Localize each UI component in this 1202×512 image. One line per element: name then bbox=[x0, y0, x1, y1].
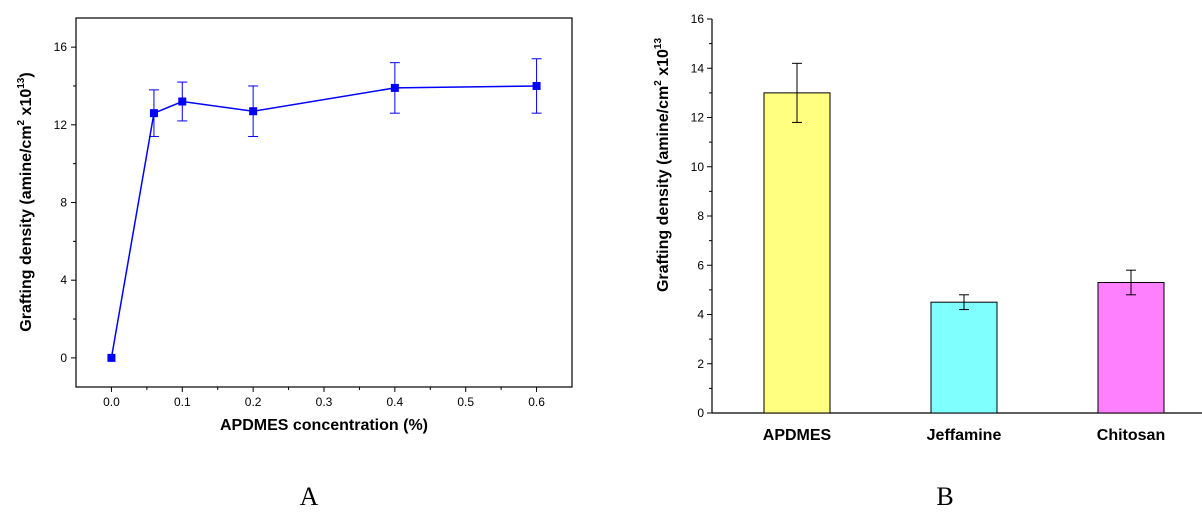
chart-b-category-label: Jeffamine bbox=[927, 427, 1002, 444]
chart-a-y-label-sup-exp: 13 bbox=[16, 77, 27, 89]
chart-a-y-axis: 0 4 8 12 16 bbox=[54, 40, 76, 365]
chart-a-data-point bbox=[149, 109, 158, 118]
chart-b-y-tick-label: 8 bbox=[697, 209, 704, 223]
chart-a-y-axis-label: Grafting density (amine/cm2 x1013) bbox=[16, 72, 35, 331]
chart-a-x-tick-label: 0.6 bbox=[528, 395, 545, 409]
panel-label-b: B bbox=[936, 482, 953, 511]
chart-a-x-tick-label: 0.5 bbox=[457, 395, 474, 409]
chart-a-y-label-mid: x10 bbox=[18, 89, 35, 120]
chart-b-y-tick-label: 0 bbox=[697, 406, 704, 420]
chart-a-data-point bbox=[178, 97, 187, 106]
chart-a: 0.0 0.1 0.2 0.3 0.4 0.5 0.6 0 4 8 12 16 APDMES con… bbox=[16, 17, 573, 511]
chart-a-error-bars bbox=[148, 58, 542, 137]
chart-b-category-label: APDMES bbox=[763, 427, 832, 444]
chart-a-y-tick-label: 12 bbox=[54, 118, 68, 132]
chart-b-bar bbox=[930, 301, 998, 414]
chart-b-x-axis: APDMES Jeffamine Chitosan bbox=[763, 427, 1165, 444]
chart-b-y-label-mid: x10 bbox=[655, 49, 672, 80]
chart-b-y-tick-label: 16 bbox=[691, 12, 705, 26]
chart-b-y-axis-label: Grafting density (amine/cm2 x1013 bbox=[653, 38, 672, 293]
chart-a-series-line bbox=[110, 85, 537, 358]
chart-b-y-label-main: Grafting density (amine/cm bbox=[655, 86, 672, 292]
chart-b-y-tick-label: 2 bbox=[697, 357, 704, 371]
chart-a-y-tick-label: 4 bbox=[60, 273, 67, 287]
chart-a-y-label-end: ) bbox=[18, 72, 35, 77]
chart-b-error-bars bbox=[792, 62, 1136, 311]
panel-label-a: A bbox=[300, 482, 319, 511]
chart-a-y-label-main: Grafting density (amine/cm bbox=[18, 125, 35, 331]
chart-b-y-label-sup: 2 bbox=[653, 80, 664, 86]
chart-b-bar bbox=[763, 92, 831, 414]
chart-b-y-tick-label: 6 bbox=[697, 258, 704, 272]
chart-a-x-tick-label: 0.3 bbox=[316, 395, 333, 409]
chart-b-bar bbox=[1097, 281, 1165, 414]
chart-a-x-axis: 0.0 0.1 0.2 0.3 0.4 0.5 0.6 bbox=[103, 387, 545, 409]
chart-b-y-tick-label: 12 bbox=[691, 111, 705, 125]
chart-a-plot-frame bbox=[75, 17, 573, 388]
chart-b-y-tick-label: 14 bbox=[691, 61, 705, 75]
chart-b-y-tick-label: 10 bbox=[691, 160, 705, 174]
chart-a-y-tick-label: 8 bbox=[60, 196, 67, 210]
chart-a-data-point bbox=[249, 107, 258, 116]
chart-a-x-tick-label: 0.0 bbox=[103, 395, 120, 409]
chart-b-bars bbox=[763, 92, 1165, 414]
chart-a-data-point bbox=[532, 81, 541, 90]
chart-a-y-tick-label: 16 bbox=[54, 40, 68, 54]
chart-b-y-tick-label: 4 bbox=[697, 308, 704, 322]
chart-a-data-point bbox=[107, 353, 116, 362]
chart-b-category-label: Chitosan bbox=[1097, 427, 1165, 444]
chart-a-data-point bbox=[390, 83, 399, 92]
chart-a-y-tick-label: 0 bbox=[60, 351, 67, 365]
chart-a-points bbox=[107, 81, 541, 362]
chart-a-x-axis-label: APDMES concentration (%) bbox=[220, 417, 428, 434]
chart-a-x-tick-label: 0.2 bbox=[245, 395, 262, 409]
chart-a-y-label-sup: 2 bbox=[16, 119, 27, 125]
chart-b: 0 2 4 6 8 10 12 14 16 APDMES Jeffamine Chitosan Gr… bbox=[653, 12, 1202, 511]
chart-b-y-label-sup-exp: 13 bbox=[653, 38, 664, 50]
chart-a-x-tick-label: 0.1 bbox=[174, 395, 191, 409]
chart-b-y-axis: 0 2 4 6 8 10 12 14 16 bbox=[691, 12, 712, 420]
chart-a-x-tick-label: 0.4 bbox=[387, 395, 404, 409]
